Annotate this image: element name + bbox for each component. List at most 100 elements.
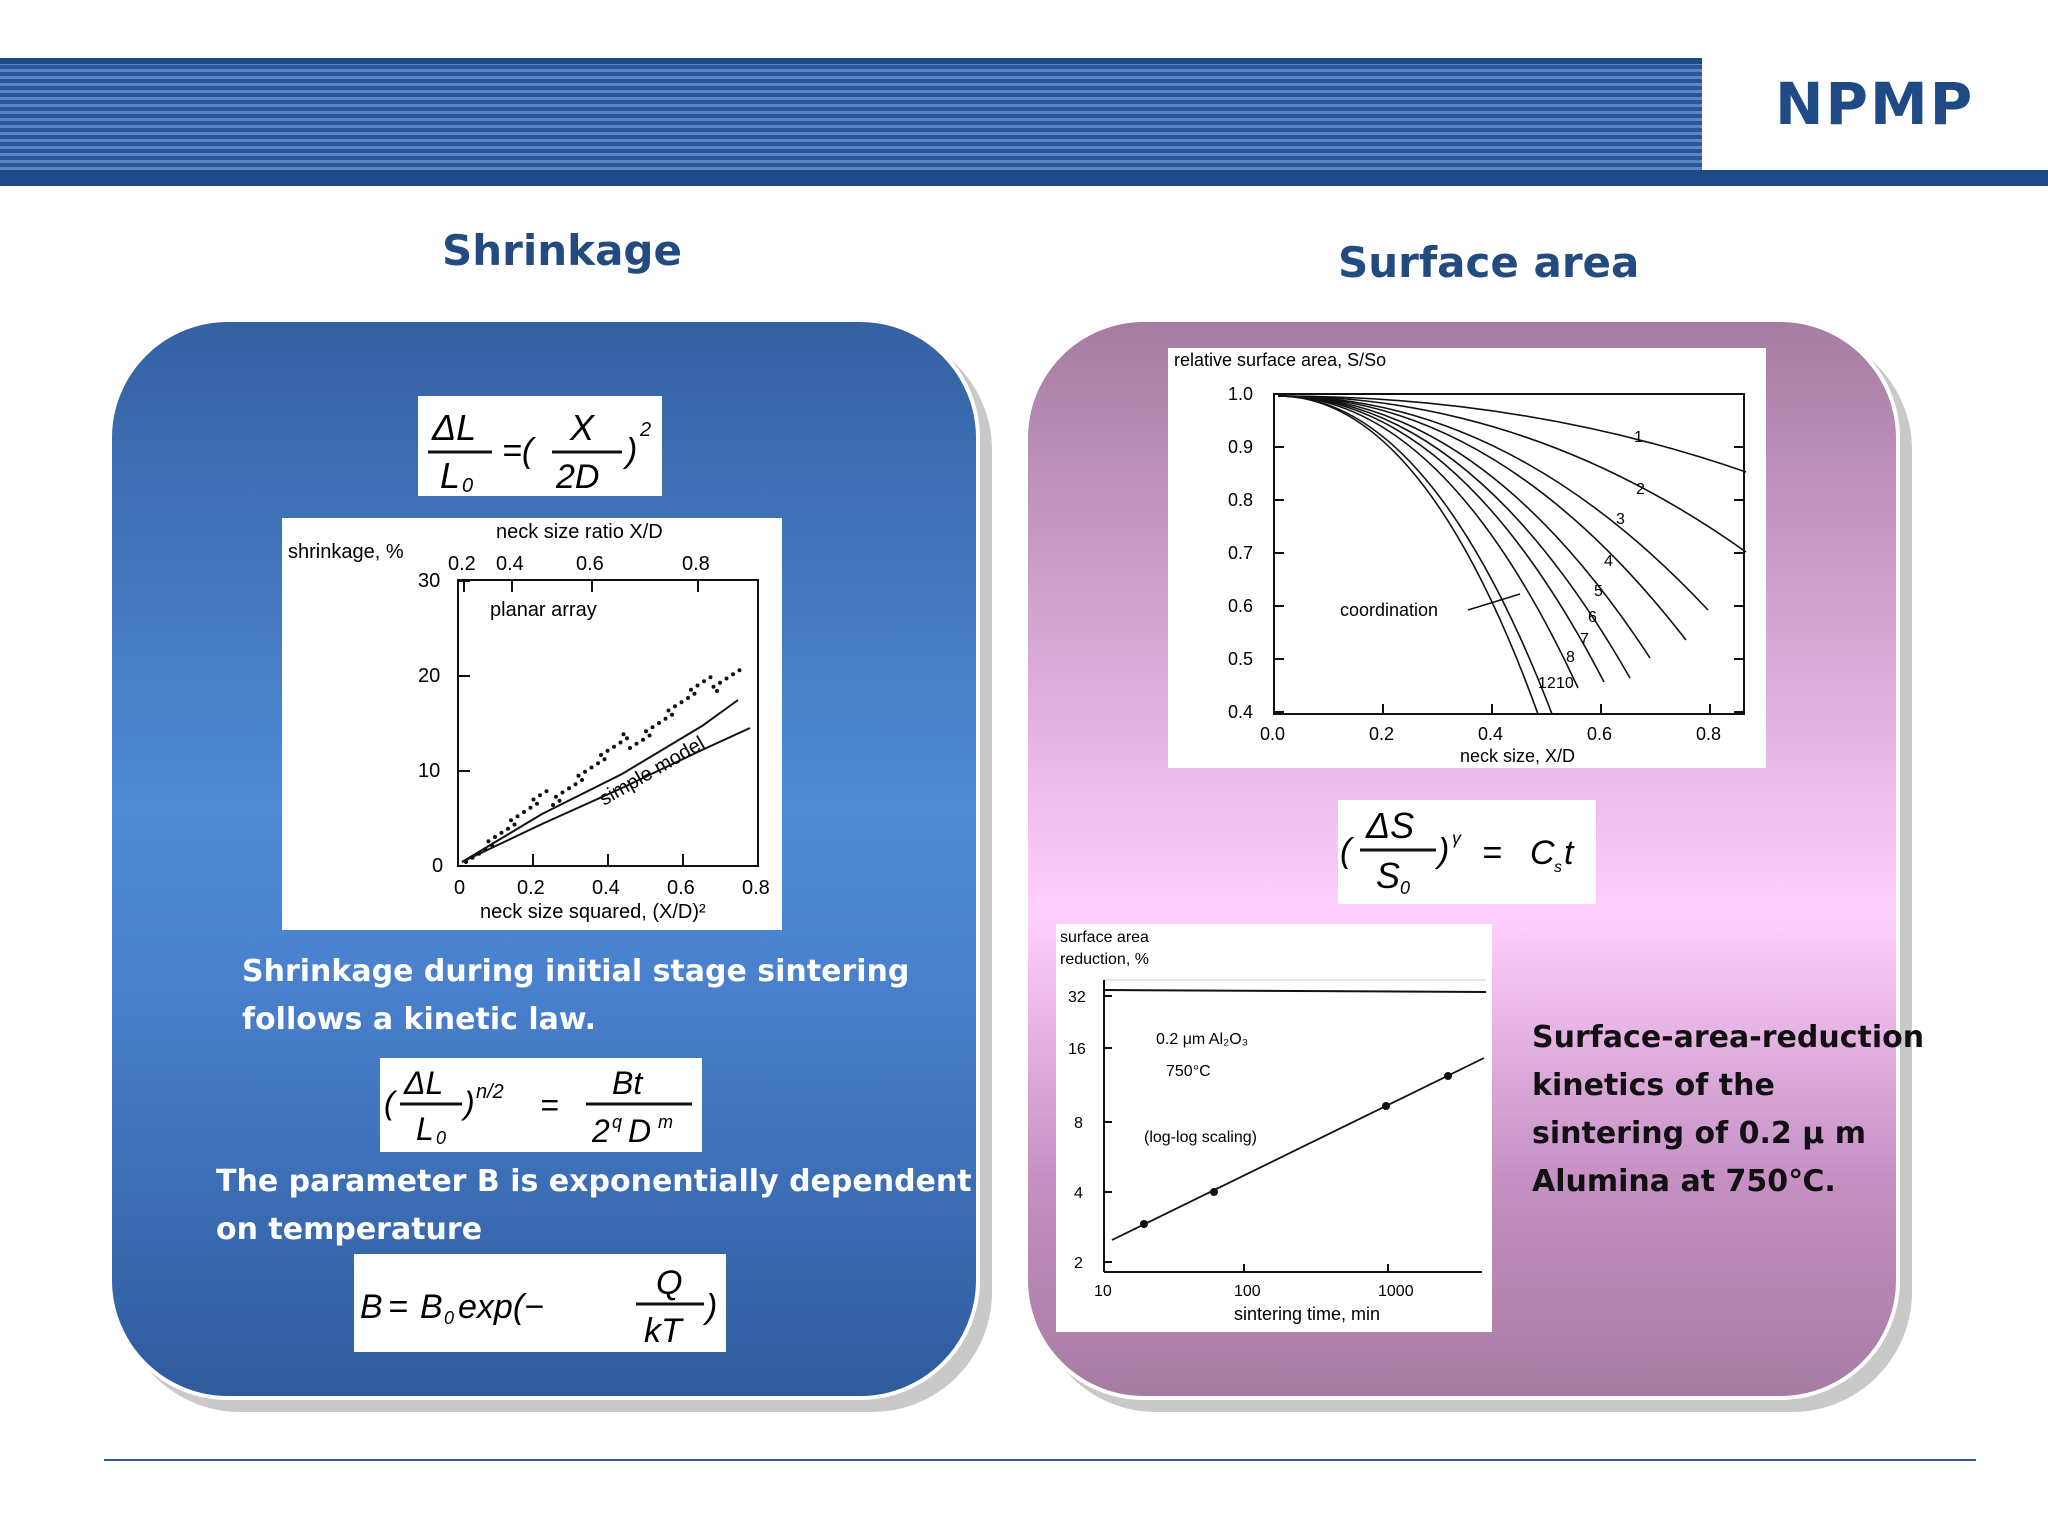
shrinkage-data-point: [522, 810, 526, 814]
coordination-curve: [1277, 395, 1687, 641]
shrinkage-data-point: [605, 748, 610, 753]
svg-text:): ): [460, 1085, 475, 1121]
shrinkage-data-point: [531, 797, 536, 802]
svg-text:m: m: [658, 1112, 673, 1132]
svg-text:0: 0: [1400, 878, 1410, 898]
sintering-x-tick: 1000: [1378, 1283, 1414, 1300]
svg-text:B: B: [360, 1288, 383, 1326]
surface-area-chart: relative surface area, S/So 1.0 0.9 0.8 0.7…: [1168, 348, 1766, 768]
shrinkage-data-point: [625, 736, 629, 741]
coordination-curve: [1277, 395, 1605, 683]
coordination-curve: [1277, 395, 1709, 611]
brand-logo: NPMP: [1775, 70, 1975, 138]
simple-model-label: simple model: [596, 732, 709, 810]
svg-text:): ): [702, 1288, 717, 1326]
sintering-x-tick: 100: [1234, 1283, 1261, 1300]
shrinkage-data-point: [554, 794, 558, 799]
svg-text:S: S: [1376, 855, 1400, 896]
arrhenius-equation: B = B 0 exp(− Q kT ): [354, 1254, 726, 1352]
svg-text:C: C: [1530, 834, 1555, 872]
shrinkage-x2-tick: 0.4: [496, 553, 524, 575]
surface-area-y-tick: 0.9: [1228, 437, 1253, 457]
shrinkage-x2-tick: 0.6: [576, 553, 604, 575]
svg-text:): ): [622, 432, 637, 470]
coordination-curve: [1277, 395, 1747, 473]
shrinkage-data-point: [583, 769, 587, 774]
shrinkage-data-point: [689, 687, 693, 692]
shrinkage-data-point: [695, 683, 700, 688]
shrinkage-y-tick: 20: [418, 665, 440, 687]
svg-text:s: s: [1554, 859, 1562, 876]
coordination-curve: [1277, 395, 1579, 689]
surface-area-y-tick: 0.7: [1228, 543, 1253, 563]
shrinkage-data-point: [657, 721, 661, 725]
coordination-label: coordination: [1340, 600, 1438, 620]
surface-area-x-tick: 0.2: [1369, 724, 1394, 744]
shrinkage-title: Shrinkage: [442, 226, 682, 275]
shrinkage-x-tick: 0.8: [742, 877, 770, 899]
svg-text:kT: kT: [644, 1312, 684, 1350]
shrinkage-data-point: [560, 790, 565, 795]
svg-text:Q: Q: [656, 1264, 682, 1302]
shrinkage-data-point: [679, 700, 684, 705]
svg-text:ΔL: ΔL: [403, 1065, 443, 1101]
shrinkage-data-point: [686, 696, 690, 700]
surface-area-x-label: neck size, X/D: [1460, 746, 1575, 766]
coordination-number-label: 2: [1636, 481, 1645, 498]
shrinkage-data-point: [490, 843, 494, 848]
coordination-number-label: 10: [1556, 675, 1574, 692]
coordination-number-label: 6: [1588, 609, 1597, 626]
svg-text:0: 0: [436, 1128, 446, 1148]
sintering-legend-3: (log-log scaling): [1144, 1129, 1257, 1146]
header-band: [0, 58, 1702, 170]
surface-area-side-text: Surface-area-reduction kinetics of the s…: [1532, 1020, 1925, 1199]
surface-area-y-tick: 0.4: [1228, 702, 1253, 722]
svg-text:X: X: [569, 407, 596, 448]
shrinkage-data-point: [628, 746, 632, 750]
coordination-curve: [1277, 395, 1553, 715]
svg-text:2: 2: [591, 1113, 610, 1149]
svg-text:ΔS: ΔS: [1365, 805, 1414, 846]
simple-model-line: [461, 727, 751, 863]
shrinkage-data-point: [650, 725, 655, 730]
coordination-number-label: 7: [1580, 631, 1589, 648]
svg-text:2D: 2D: [555, 458, 599, 496]
svg-text:Bt: Bt: [612, 1065, 643, 1101]
shrinkage-data-point: [644, 729, 648, 734]
shrinkage-data-point: [711, 684, 716, 689]
svg-text:B: B: [420, 1288, 443, 1326]
shrinkage-y-label: shrinkage, %: [288, 541, 404, 563]
coordination-curve: [1277, 395, 1539, 715]
shrinkage-x2-label: neck size ratio X/D: [496, 521, 663, 543]
shrinkage-x-tick: 0.4: [592, 877, 620, 899]
svg-text:L: L: [416, 1111, 434, 1147]
shrinkage-data-point: [737, 668, 742, 673]
surface-area-x-tick: 0.8: [1696, 724, 1721, 744]
shrinkage-x-label: neck size squared, (X/D)²: [480, 901, 706, 923]
surface-area-y-label: relative surface area, S/So: [1174, 350, 1386, 370]
shrinkage-data-point: [499, 830, 504, 835]
sintering-y-tick: 2: [1074, 1255, 1083, 1272]
coordination-number-label: 8: [1566, 649, 1575, 666]
surface-area-title: Surface area: [1338, 238, 1640, 287]
shrinkage-data-point: [612, 744, 616, 749]
planar-array-line: [461, 699, 739, 863]
shrinkage-caption-2: The parameter B is exponentially depende…: [216, 1164, 972, 1247]
shrinkage-data-point: [724, 676, 729, 681]
sintering-x-tick: 10: [1094, 1283, 1112, 1300]
svg-text:0: 0: [462, 475, 473, 496]
coordination-number-label: 3: [1616, 511, 1625, 528]
shrinkage-data-point: [493, 835, 497, 839]
surface-area-y-tick: 0.8: [1228, 490, 1253, 510]
shrinkage-data-point: [515, 814, 520, 819]
shrinkage-data-point: [589, 765, 594, 770]
shrinkage-data-point: [528, 805, 533, 810]
surface-area-equation: ( ΔS S 0 ) γ = C s t: [1338, 800, 1596, 904]
shrinkage-data-point: [715, 689, 719, 693]
shrinkage-y-tick: 10: [418, 760, 440, 782]
surface-area-y-tick: 1.0: [1228, 384, 1253, 404]
shrinkage-data-point: [486, 839, 491, 844]
header-top-line: [0, 58, 1702, 64]
sintering-y-tick: 4: [1074, 1185, 1083, 1202]
shrinkage-data-point: [512, 822, 517, 827]
